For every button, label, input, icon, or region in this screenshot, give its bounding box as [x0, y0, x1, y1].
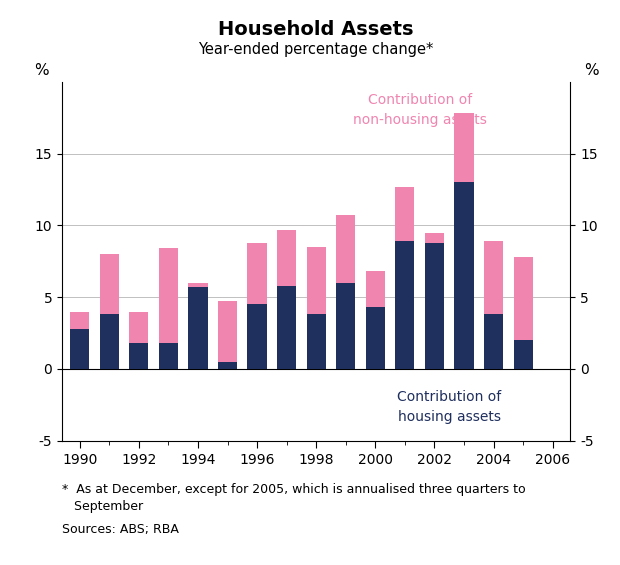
Bar	[513, 340, 533, 369]
Text: September: September	[62, 500, 143, 513]
Bar	[70, 329, 89, 369]
Bar	[366, 307, 385, 369]
Bar	[454, 182, 474, 369]
Bar	[396, 241, 415, 369]
Bar	[100, 314, 119, 369]
Bar	[425, 233, 444, 242]
Bar	[218, 302, 237, 362]
Text: %: %	[34, 63, 48, 79]
Text: Sources: ABS; RBA: Sources: ABS; RBA	[62, 523, 179, 536]
Bar	[307, 247, 326, 314]
Bar	[188, 283, 208, 369]
Bar	[307, 314, 326, 369]
Bar	[277, 286, 296, 369]
Bar	[513, 257, 533, 340]
Bar	[454, 114, 474, 182]
Bar	[425, 242, 444, 369]
Bar	[247, 305, 267, 369]
Text: Contribution of
housing assets: Contribution of housing assets	[397, 390, 502, 424]
Bar	[159, 343, 178, 369]
Bar	[336, 283, 355, 369]
Text: %: %	[584, 63, 598, 79]
Bar	[247, 242, 267, 305]
Bar	[366, 271, 385, 307]
Bar	[277, 230, 296, 286]
Text: Household Assets: Household Assets	[218, 20, 414, 39]
Bar	[159, 249, 178, 343]
Bar	[396, 186, 415, 241]
Bar	[336, 215, 355, 283]
Bar	[129, 343, 148, 369]
Text: *  As at December, except for 2005, which is annualised three quarters to: * As at December, except for 2005, which…	[62, 483, 526, 496]
Bar	[218, 362, 237, 369]
Bar	[484, 314, 503, 369]
Text: Year-ended percentage change*: Year-ended percentage change*	[198, 42, 434, 58]
Bar	[484, 241, 503, 314]
Text: Contribution of
non-housing assets: Contribution of non-housing assets	[353, 93, 487, 127]
Bar	[129, 311, 148, 343]
Bar	[70, 311, 89, 329]
Bar	[100, 254, 119, 314]
Bar	[188, 283, 208, 287]
